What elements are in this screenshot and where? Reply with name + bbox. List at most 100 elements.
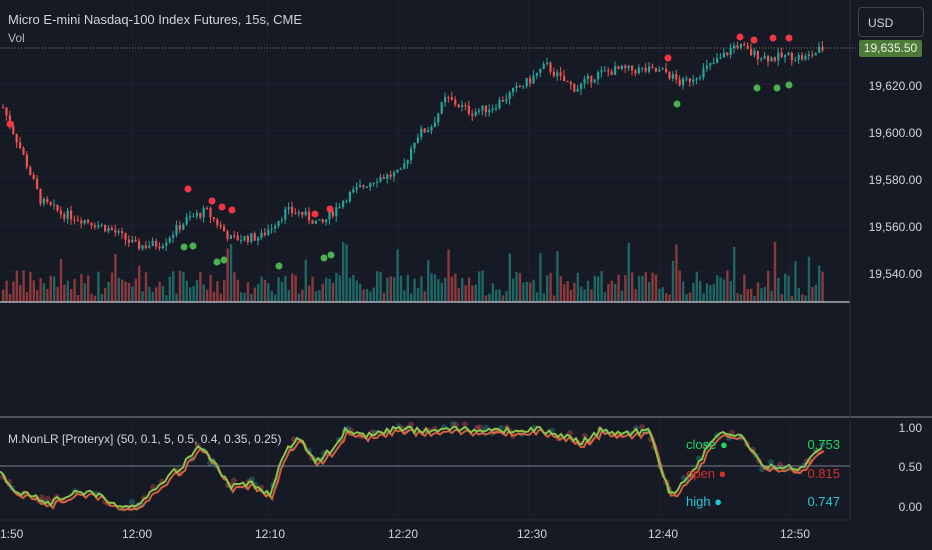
- candle-body: [206, 208, 209, 210]
- volume-bar: [797, 288, 800, 302]
- sell-signal-dot: [184, 185, 192, 193]
- candle-body: [165, 242, 168, 246]
- volume-bar: [807, 256, 811, 302]
- candle-body: [416, 137, 419, 143]
- candle-body: [5, 107, 8, 116]
- candle-body: [549, 62, 552, 72]
- volume-bar: [369, 291, 372, 302]
- volume-bar: [726, 270, 729, 302]
- volume-bar: [539, 253, 542, 302]
- volume-bar: [257, 284, 260, 302]
- candle-body: [505, 98, 508, 102]
- volume-bar: [433, 274, 437, 302]
- volume-bar: [342, 242, 345, 302]
- volume-bar: [46, 289, 49, 302]
- volume-bar: [658, 288, 661, 302]
- candle-body: [716, 58, 719, 63]
- volume-label[interactable]: Vol: [8, 31, 25, 45]
- volume-bar: [729, 281, 732, 302]
- candle-body: [617, 66, 620, 69]
- candle-body: [209, 208, 212, 218]
- indicator-axis-label: 0.50: [898, 460, 922, 474]
- candle-body: [226, 231, 229, 239]
- sell-signal-dot: [228, 206, 236, 214]
- candle-body: [141, 245, 144, 249]
- volume-bar: [529, 282, 532, 302]
- candle-body: [219, 225, 222, 227]
- candle-body: [80, 220, 83, 224]
- volume-bar: [359, 283, 362, 302]
- candle-body: [46, 198, 49, 202]
- volume-bar: [355, 280, 358, 302]
- candle-body: [430, 126, 433, 131]
- price-axis-label: 19,580.00: [868, 173, 922, 187]
- volume-bar: [654, 274, 658, 302]
- candle-body: [685, 78, 688, 80]
- volume-bar: [182, 272, 185, 302]
- currency-button[interactable]: USD: [858, 7, 924, 37]
- volume-bar: [63, 284, 66, 302]
- candle-body: [648, 66, 651, 72]
- volume-bar: [87, 275, 90, 302]
- volume-bar: [586, 280, 590, 302]
- volume-bar: [185, 280, 188, 302]
- volume-bar: [362, 289, 365, 302]
- volume-bar: [352, 274, 355, 302]
- volume-bar: [413, 278, 416, 302]
- candle-body: [87, 219, 90, 223]
- candle-body: [151, 240, 154, 246]
- candle-body: [461, 105, 464, 108]
- candle-body: [36, 178, 39, 189]
- volume-bar: [712, 284, 715, 302]
- volume-bar: [280, 281, 284, 302]
- volume-bar: [430, 273, 433, 302]
- volume-bar: [318, 290, 321, 302]
- volume-bar: [274, 294, 277, 302]
- candle-body: [709, 63, 712, 66]
- candle-body: [760, 58, 763, 60]
- volume-bar: [461, 278, 464, 302]
- volume-bar: [90, 293, 93, 302]
- candle-body: [382, 177, 385, 179]
- candle-body: [688, 78, 691, 82]
- price-axis-label: 19,620.00: [868, 79, 922, 93]
- volume-bar: [535, 292, 539, 302]
- candle-body: [124, 233, 127, 240]
- volume-bar: [532, 279, 535, 302]
- candle-body: [481, 105, 484, 111]
- candle-body: [144, 245, 147, 248]
- volume-bar: [648, 282, 651, 302]
- candle-body: [93, 225, 96, 228]
- candle-body: [644, 67, 647, 72]
- volume-bar: [488, 293, 491, 302]
- candle-body: [270, 228, 273, 230]
- volume-bar: [484, 295, 488, 302]
- candle-body: [512, 88, 515, 93]
- candle-body: [321, 219, 324, 223]
- volume-bar: [784, 273, 787, 302]
- candle-body: [773, 57, 776, 61]
- candle-body: [127, 239, 130, 243]
- candle-body: [348, 191, 351, 202]
- candle-body: [702, 68, 705, 78]
- candle-body: [216, 219, 219, 226]
- volume-bar: [151, 291, 154, 302]
- candle-body: [328, 211, 331, 220]
- volume-bar: [651, 272, 654, 302]
- candle-body: [658, 69, 661, 72]
- volume-bar: [665, 293, 668, 302]
- indicator-title[interactable]: M.NonLR [Proteryx] (50, 0.1, 5, 0.5, 0.4…: [8, 432, 282, 446]
- candle-body: [678, 79, 681, 86]
- candle-body: [546, 62, 549, 64]
- volume-bar: [263, 280, 267, 302]
- volume-bar: [692, 283, 695, 302]
- candle-body: [294, 212, 297, 214]
- candle-body: [56, 204, 59, 211]
- volume-bar: [22, 270, 25, 302]
- volume-bar: [756, 282, 760, 302]
- volume-bar: [590, 289, 593, 302]
- candle-body: [257, 237, 260, 241]
- volume-bar: [192, 285, 195, 302]
- volume-bar: [427, 260, 430, 302]
